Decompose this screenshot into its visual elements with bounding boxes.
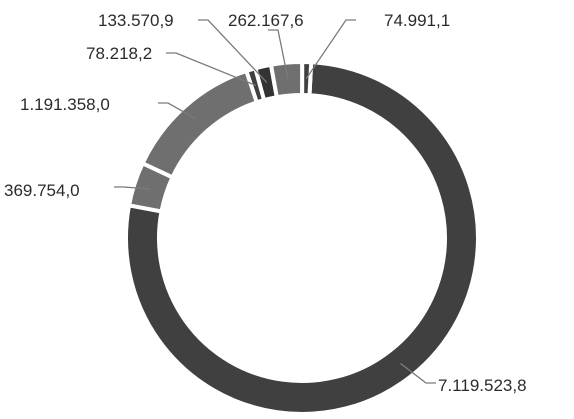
leader-line-3	[166, 52, 256, 86]
donut-slices	[124, 59, 480, 416]
data-label-slice-2: 1.191.358,0	[20, 95, 110, 114]
leader-line-0	[400, 362, 436, 384]
donut-slice-0	[124, 60, 480, 416]
donut-slice-5	[268, 60, 305, 100]
leader-line-2	[158, 102, 197, 120]
data-label-slice-0: 7.119.523,8	[438, 376, 527, 395]
data-label-slice-1: 369.754,0	[4, 181, 80, 200]
data-label-slice-3: 78.218,2	[86, 44, 152, 63]
leader-line-5	[268, 29, 289, 80]
data-label-slice-5: 262.167,6	[228, 11, 304, 30]
donut-slice-2	[139, 68, 260, 180]
data-labels: 7.119.523,8 369.754,0 1.191.358,0 78.218…	[4, 11, 527, 395]
data-label-slice-6: 74.991,1	[384, 11, 450, 30]
leader-line-4	[198, 19, 268, 83]
data-label-slice-4: 133.570,9	[98, 11, 174, 30]
leader-line-6	[305, 19, 356, 79]
leader-lines	[114, 19, 436, 384]
leader-line-1	[114, 186, 151, 190]
